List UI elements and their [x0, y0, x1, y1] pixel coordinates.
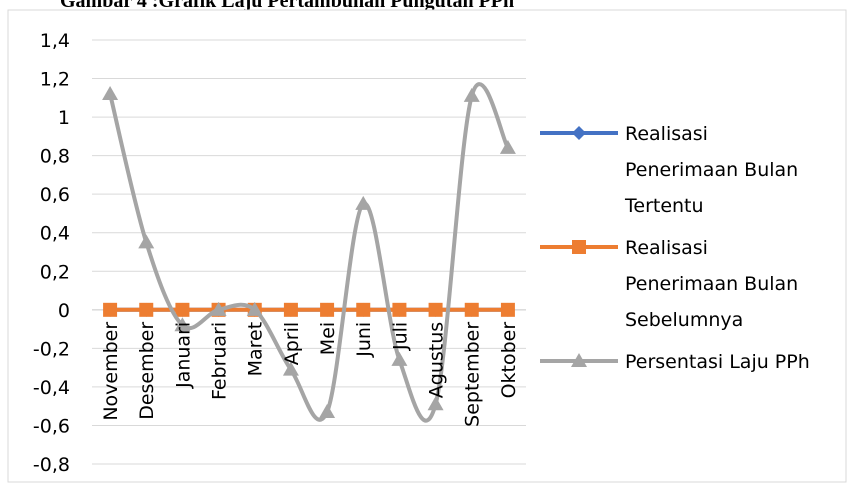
- data-point: [175, 302, 190, 317]
- legend-label: Tertentu: [624, 195, 704, 217]
- y-tick-label: 1,4: [40, 30, 70, 52]
- y-tick-label: 0: [58, 300, 70, 322]
- y-tick-label: -0,6: [33, 415, 70, 437]
- series-3: [102, 82, 516, 423]
- legend-item-3: Persentasi Laju PPh: [540, 351, 810, 373]
- y-tick-label: 1: [58, 107, 70, 129]
- legend-item-1: Realisasi Penerimaan Bulan Tertentu: [540, 123, 798, 217]
- data-point: [138, 234, 155, 249]
- data-point: [102, 85, 119, 100]
- y-tick-label: 1,2: [40, 69, 70, 91]
- y-tick-label: 0,4: [40, 223, 70, 245]
- series-group: [102, 82, 516, 423]
- y-tick-label: 0,6: [40, 184, 70, 206]
- y-tick-label: 0,8: [40, 146, 70, 168]
- y-tick-label: -0,8: [33, 454, 70, 476]
- legend-label: Realisasi: [625, 237, 708, 259]
- x-tick-label: Desember: [136, 322, 158, 420]
- data-point: [499, 139, 516, 154]
- x-tick-label: Agustus: [426, 322, 448, 398]
- x-tick-label: Mei: [317, 322, 339, 355]
- legend-marker: [571, 353, 587, 367]
- data-point: [139, 302, 154, 317]
- y-tick-label: 0,2: [40, 261, 70, 283]
- x-tick-label: Februari: [209, 322, 231, 400]
- legend-marker: [572, 126, 586, 140]
- x-tick-label: Juli: [389, 322, 411, 351]
- x-tick-label: September: [462, 322, 484, 427]
- data-point: [174, 317, 191, 332]
- data-point: [463, 87, 480, 102]
- legend-label: Realisasi: [625, 123, 708, 145]
- data-point: [427, 396, 444, 411]
- legend-label: Persentasi Laju PPh: [625, 351, 810, 373]
- data-point: [428, 302, 443, 317]
- data-point: [464, 302, 479, 317]
- y-tick-label: -0,4: [33, 377, 70, 399]
- x-tick-label: April: [281, 322, 303, 365]
- legend-label: Penerimaan Bulan: [625, 159, 798, 181]
- data-point: [355, 195, 372, 210]
- chart-title: Gambar 4 :Grafik Laju Pertambuhan Pungut…: [60, 0, 515, 12]
- data-point: [391, 351, 408, 366]
- data-point: [392, 302, 407, 317]
- data-point: [283, 302, 298, 317]
- x-tick-label: Maret: [245, 322, 267, 377]
- data-point: [500, 302, 515, 317]
- data-point: [356, 302, 371, 317]
- data-point: [103, 302, 118, 317]
- x-tick-label: November: [100, 322, 122, 421]
- gridlines: [92, 39, 526, 465]
- chart-area-border: [7, 9, 847, 483]
- data-point: [320, 302, 335, 317]
- legend-label: Penerimaan Bulan: [625, 273, 798, 295]
- legend-marker: [572, 240, 586, 254]
- legend-label: Sebelumnya: [625, 309, 743, 331]
- data-point: [246, 301, 263, 316]
- data-point: [319, 403, 336, 418]
- x-tick-label: Oktober: [498, 322, 520, 399]
- y-axis: 1,4 1,2 1 0,8 0,6 0,4 0,2 0 -0,2 -0,4 -0,6 -0,8: [33, 30, 70, 476]
- data-point: [282, 361, 299, 376]
- x-tick-label: Januari: [172, 322, 194, 389]
- y-tick-label: -0,2: [33, 338, 70, 360]
- data-point: [210, 301, 227, 316]
- x-axis: November Desember Januari Februari Maret Apri…: [100, 322, 520, 427]
- x-tick-label: Juni: [353, 322, 375, 358]
- legend-item-2: Realisasi Penerimaan Bulan Sebelumnya: [540, 237, 798, 331]
